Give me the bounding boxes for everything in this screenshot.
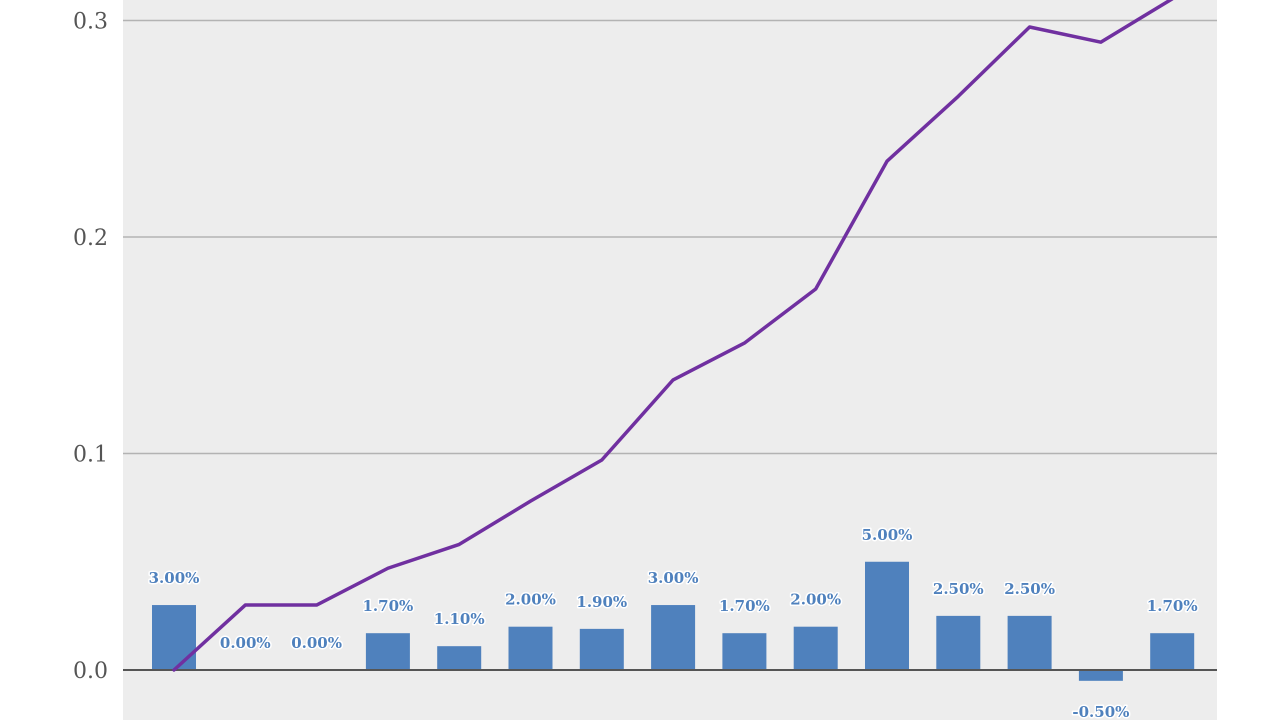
y-axis-ticks: 0.0 0.1 0.2 0.3	[73, 10, 108, 685]
bar-data-label: 0.00%	[291, 634, 342, 652]
bar-series	[152, 561, 1195, 681]
bar-data-label: 3.00%	[648, 569, 699, 587]
y-tick-label: 0.3	[73, 10, 108, 35]
bar	[793, 626, 838, 670]
bar	[865, 561, 909, 670]
cumulative-line	[172, 0, 1174, 672]
bar	[437, 646, 482, 670]
bar-data-label: -0.50%	[1072, 703, 1129, 720]
plot-area	[123, 0, 1217, 720]
bar-data-label: 2.50%	[933, 580, 984, 598]
y-tick-label: 0.1	[73, 443, 108, 468]
bar-data-label: 1.10%	[434, 610, 485, 628]
bar-data-label: 2.00%	[790, 591, 841, 609]
bar-data-label: 2.00%	[505, 591, 556, 609]
bar	[365, 633, 410, 670]
bar-data-label: 1.90%	[576, 593, 627, 611]
y-tick-label: 0.0	[73, 659, 108, 684]
bar-data-label: 1.70%	[1147, 597, 1198, 615]
bar-data-label: 2.50%	[1004, 580, 1055, 598]
bar-data-label: 5.00%	[862, 526, 913, 544]
bar	[936, 615, 981, 670]
data-labels: 3.00% 0.00% 0.00% 1.70% 1.10% 2.00% 1.90% 3.00%…	[147, 524, 1199, 720]
bar-data-label: 1.70%	[363, 597, 414, 615]
gridlines	[123, 19, 1217, 455]
bar-data-label: 1.70%	[719, 597, 770, 615]
bar	[152, 605, 196, 670]
bar	[722, 633, 767, 670]
bar	[1150, 633, 1195, 670]
bar	[579, 628, 624, 670]
bar	[651, 605, 696, 670]
bar	[1078, 670, 1123, 681]
bar-data-label: 0.00%	[220, 634, 271, 652]
bar	[1007, 615, 1052, 670]
bar-data-label: 3.00%	[149, 569, 200, 587]
y-tick-label: 0.2	[73, 226, 108, 251]
bar	[508, 626, 553, 670]
